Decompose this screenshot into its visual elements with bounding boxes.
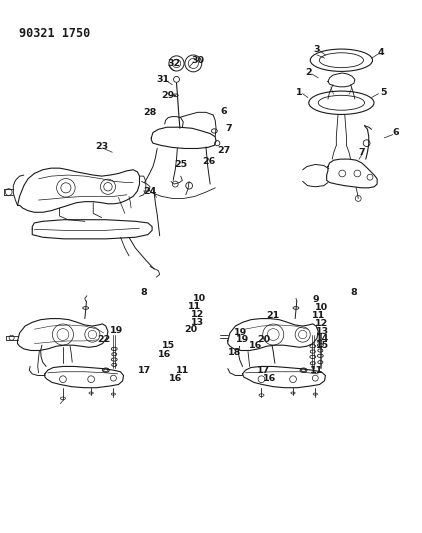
Text: 24: 24 (143, 187, 157, 196)
Text: 29: 29 (162, 91, 175, 100)
Text: 2: 2 (305, 68, 312, 77)
Text: 10: 10 (193, 294, 206, 303)
Text: 16: 16 (263, 374, 276, 383)
Text: 20: 20 (257, 335, 270, 344)
Text: 9: 9 (313, 295, 319, 304)
Text: 11: 11 (312, 311, 325, 320)
Text: 32: 32 (168, 59, 181, 68)
Text: 17: 17 (257, 366, 270, 375)
Text: 19: 19 (110, 326, 123, 335)
Text: 28: 28 (143, 108, 157, 117)
Text: 7: 7 (358, 148, 365, 157)
Text: 15: 15 (316, 341, 330, 350)
Text: 16: 16 (169, 374, 182, 383)
Text: 7: 7 (225, 124, 232, 133)
Text: 11: 11 (310, 366, 324, 375)
Text: 22: 22 (97, 335, 111, 344)
Text: 6: 6 (220, 107, 227, 116)
Text: 3: 3 (313, 45, 319, 54)
Text: 21: 21 (267, 311, 280, 320)
Text: 18: 18 (227, 348, 241, 357)
Text: 8: 8 (351, 287, 357, 296)
Text: 4: 4 (378, 49, 385, 57)
Text: 11: 11 (176, 366, 189, 375)
Text: 19: 19 (234, 328, 247, 337)
Text: 31: 31 (156, 75, 169, 84)
Text: 13: 13 (191, 318, 204, 327)
Text: 12: 12 (314, 319, 328, 328)
Text: 12: 12 (191, 310, 204, 319)
Text: 16: 16 (158, 350, 171, 359)
Text: 5: 5 (380, 87, 387, 96)
Text: 30: 30 (191, 56, 204, 64)
Text: 10: 10 (315, 303, 328, 312)
Text: 27: 27 (217, 146, 230, 155)
Text: 14: 14 (316, 334, 330, 343)
Text: 23: 23 (95, 142, 108, 151)
Text: 16: 16 (249, 341, 262, 350)
Text: 19: 19 (236, 335, 249, 344)
Text: 17: 17 (138, 366, 151, 375)
Text: 25: 25 (174, 160, 187, 169)
Text: 15: 15 (162, 341, 176, 350)
Text: 1: 1 (296, 87, 303, 96)
Text: 26: 26 (202, 157, 216, 166)
Text: 11: 11 (188, 302, 202, 311)
Text: 13: 13 (316, 327, 330, 336)
Text: 90321 1750: 90321 1750 (19, 27, 90, 39)
Text: 6: 6 (393, 128, 399, 137)
Text: 8: 8 (141, 287, 147, 296)
Text: 20: 20 (184, 325, 197, 334)
